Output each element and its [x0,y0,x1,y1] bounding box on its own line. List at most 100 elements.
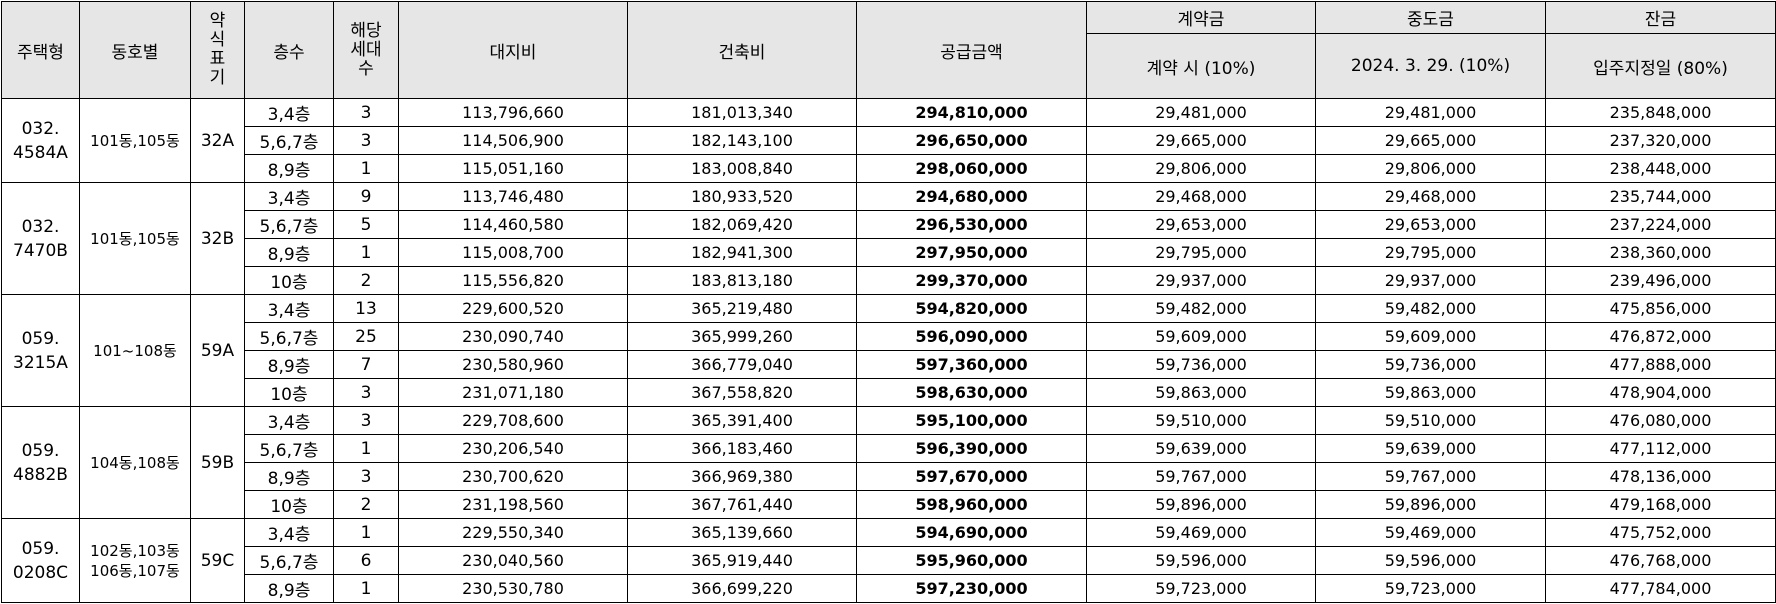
table-row: 8,9층 1 230,530,780 366,699,220 597,230,000 59… [2,574,1776,603]
supply-price-cell: 595,960,000 [856,546,1087,575]
deposit-cell: 59,767,000 [1086,462,1316,491]
abbr-cell: 32A [190,98,245,183]
supply-price-cell: 594,690,000 [856,518,1087,547]
supply-price-cell: 597,230,000 [856,574,1087,603]
balance-cell: 476,768,000 [1545,546,1776,575]
building-cost-cell: 366,183,460 [627,434,857,463]
balance-cell: 238,360,000 [1545,238,1776,267]
supply-price-cell: 294,680,000 [856,182,1087,211]
unit-count-cell: 2 [333,266,399,295]
interim-payment-cell: 29,795,000 [1315,238,1546,267]
interim-payment-cell: 59,510,000 [1315,406,1546,435]
interim-payment-cell: 59,639,000 [1315,434,1546,463]
interim-payment-cell: 29,468,000 [1315,182,1546,211]
land-cost-cell: 114,506,900 [398,126,628,155]
unit-count-cell: 1 [333,574,399,603]
dong-cell: 104동,108동 [79,406,191,519]
housing-type-cell: 059. 4882B [1,406,80,519]
balance-cell: 477,888,000 [1545,350,1776,379]
text-line: 101동,105동 [90,131,180,150]
text-line: 059. [21,538,60,559]
text-line: 4584A [13,142,68,163]
text-line: 104동,108동 [90,453,180,472]
table-row: 032. 4584A 101동,105동 32A 3,4층 3 113,796,660 181… [1,98,1776,183]
table-row: 5,6,7층 1 230,206,540 366,183,460 596,390,000… [2,434,1776,463]
text-line: 102동,103동 [90,541,180,560]
land-cost-cell: 115,008,700 [398,238,628,267]
table-row: 8,9층 1 115,008,700 182,941,300 297,950,000 29… [2,238,1776,267]
table-row: 5,6,7층 5 114,460,580 182,069,420 296,530,000… [2,210,1776,239]
building-cost-cell: 181,013,340 [627,98,857,127]
table-row: 5,6,7층 6 230,040,560 365,919,440 595,960,000… [2,546,1776,575]
unit-count-cell: 3 [333,378,399,407]
building-cost-cell: 365,139,660 [627,518,857,547]
text-line: 4882B [13,464,68,485]
interim-payment-cell: 59,469,000 [1315,518,1546,547]
abbr-cell: 59A [190,294,245,407]
building-cost-cell: 182,069,420 [627,210,857,239]
balance-cell: 237,224,000 [1545,210,1776,239]
supply-price-cell: 597,360,000 [856,350,1087,379]
land-cost-cell: 230,040,560 [398,546,628,575]
deposit-cell: 59,896,000 [1086,490,1316,519]
unit-count-cell: 2 [333,490,399,519]
building-cost-cell: 365,219,480 [627,294,857,323]
deposit-cell: 59,863,000 [1086,378,1316,407]
text-line: 약 [209,11,226,31]
unit-count-cell: 3 [333,406,399,435]
balance-cell: 239,496,000 [1545,266,1776,295]
unit-count-cell: 3 [333,126,399,155]
supply-price-cell: 598,630,000 [856,378,1087,407]
interim-payment-cell: 59,596,000 [1315,546,1546,575]
table-row: 059. 4882B 104동,108동 59B 3,4층 3 229,708,600 365… [1,406,1776,519]
deposit-cell: 29,806,000 [1086,154,1316,183]
supply-price-cell: 594,820,000 [856,294,1087,323]
deposit-cell: 59,723,000 [1086,574,1316,603]
deposit-cell: 59,510,000 [1086,406,1316,435]
floor-cell: 10층 [244,490,334,519]
header-interim: 중도금 [1315,1,1546,34]
land-cost-cell: 113,796,660 [398,98,628,127]
interim-payment-cell: 59,723,000 [1315,574,1546,603]
header-row-sub: 계약 시 (10%) 2024. 3. 29. (10%) 입주지정일 (80%… [2,33,1776,99]
unit-count-cell: 7 [333,350,399,379]
balance-cell: 475,856,000 [1545,294,1776,323]
land-cost-cell: 231,071,180 [398,378,628,407]
floor-cell: 8,9층 [244,154,334,183]
building-cost-cell: 367,558,820 [627,378,857,407]
deposit-cell: 59,482,000 [1086,294,1316,323]
deposit-cell: 29,481,000 [1086,98,1316,127]
floor-cell: 5,6,7층 [244,126,334,155]
header-deposit: 계약금 [1086,1,1316,34]
header-balance-sub: 입주지정일 (80%) [1545,33,1776,99]
table-row: 8,9층 7 230,580,960 366,779,040 597,360,000 59… [2,350,1776,379]
land-cost-cell: 230,206,540 [398,434,628,463]
balance-cell: 235,744,000 [1545,182,1776,211]
header-floor: 층수 [244,1,334,99]
floor-cell: 3,4층 [244,182,334,211]
table-body: 032. 4584A 101동,105동 32A 3,4층 3 113,796,660 181… [1,98,1776,603]
interim-payment-cell: 59,863,000 [1315,378,1546,407]
unit-count-cell: 1 [333,518,399,547]
deposit-cell: 29,795,000 [1086,238,1316,267]
text-line: 기 [209,68,226,88]
balance-cell: 479,168,000 [1545,490,1776,519]
housing-type-cell: 032. 7470B [1,182,80,295]
floor-cell: 8,9층 [244,238,334,267]
abbr-cell: 59B [190,406,245,519]
abbr-cell: 59C [190,518,245,603]
unit-count-cell: 25 [333,322,399,351]
building-cost-cell: 366,779,040 [627,350,857,379]
land-cost-cell: 230,090,740 [398,322,628,351]
header-balance: 잔금 [1545,1,1776,34]
header-land: 대지비 [398,1,628,99]
table-row: 8,9층 3 230,700,620 366,969,380 597,670,000 59… [2,462,1776,491]
interim-payment-cell: 29,481,000 [1315,98,1546,127]
interim-payment-cell: 29,665,000 [1315,126,1546,155]
balance-cell: 478,904,000 [1545,378,1776,407]
table-row: 032. 7470B 101동,105동 32B 3,4층 9 113,746,480 180… [1,182,1776,295]
interim-payment-cell: 29,937,000 [1315,266,1546,295]
